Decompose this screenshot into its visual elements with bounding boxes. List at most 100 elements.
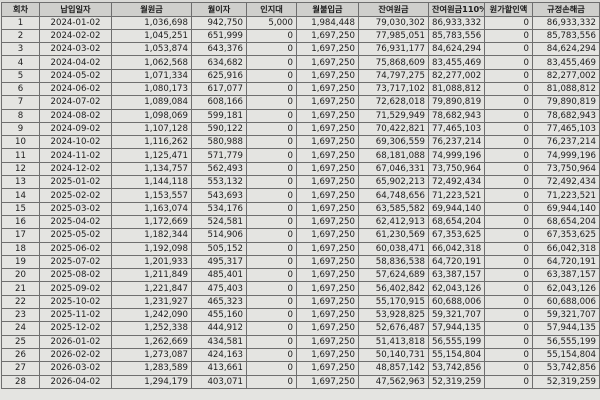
header-row: 회차 납입일자 월원금 월이자 인지대 월불입금 잔여원금 잔여원금110% 원가할인액 규정손해… <box>1 2 600 17</box>
table-cell: 2024-09-02 <box>39 121 112 137</box>
table-cell: 4 <box>1 55 40 70</box>
table-cell: 0 <box>484 175 533 190</box>
table-cell: 1,697,250 <box>296 68 359 83</box>
table-cell: 2025-06-02 <box>39 241 112 256</box>
table-cell: 1,153,557 <box>111 188 192 203</box>
table-cell: 74,999,196 <box>532 148 600 163</box>
table-cell: 62,043,126 <box>428 281 485 296</box>
table-cell: 52,319,259 <box>532 374 600 389</box>
table-row: 12 2024-12-02 1,134,757 562,493 0 1,697,250 67… <box>1 161 600 177</box>
table-row: 27 2026-03-02 1,283,589 413,661 0 1,697,250 48… <box>1 361 600 376</box>
table-cell: 0 <box>246 175 297 190</box>
table-cell: 0 <box>246 121 297 137</box>
table-cell: 1,697,250 <box>296 347 359 363</box>
table-cell: 0 <box>484 281 533 296</box>
table-cell: 1,294,179 <box>111 374 192 389</box>
table-cell: 0 <box>484 68 533 83</box>
table-cell: 25 <box>1 334 40 349</box>
table-cell: 0 <box>246 55 297 70</box>
table-cell: 0 <box>484 15 533 30</box>
table-body: 1 2024-01-02 1,036,698 942,750 5,000 1,984,44… <box>1 15 600 389</box>
table-cell: 27 <box>1 361 40 376</box>
table-row: 21 2025-09-02 1,221,847 475,403 0 1,697,250 56… <box>1 281 600 296</box>
table-cell: 0 <box>484 254 533 270</box>
table-cell: 69,944,140 <box>428 201 485 216</box>
table-cell: 2 <box>1 28 40 44</box>
table-cell: 1,080,173 <box>111 81 192 97</box>
table-cell: 0 <box>246 294 297 310</box>
table-cell: 62,412,913 <box>358 214 429 230</box>
table-cell: 56,555,199 <box>532 334 600 349</box>
table-cell: 57,944,135 <box>532 321 600 336</box>
column-header: 잔여원금110% <box>428 2 485 17</box>
table-cell: 74,999,196 <box>428 148 485 163</box>
table-cell: 1,697,250 <box>296 334 359 349</box>
table-row: 19 2025-07-02 1,201,933 495,317 0 1,697,250 58… <box>1 254 600 270</box>
table-cell: 1,192,098 <box>111 241 192 256</box>
table-cell: 514,906 <box>191 228 247 243</box>
table-cell: 60,038,471 <box>358 241 429 256</box>
column-header: 인지대 <box>246 2 297 17</box>
table-row: 15 2025-03-02 1,163,074 534,176 0 1,697,250 63… <box>1 201 600 216</box>
table-cell: 26 <box>1 347 40 363</box>
table-cell: 0 <box>484 308 533 323</box>
table-cell: 0 <box>246 241 297 256</box>
table-cell: 0 <box>246 254 297 270</box>
table-cell: 942,750 <box>191 15 247 30</box>
table-row: 25 2026-01-02 1,262,669 434,581 0 1,697,250 51… <box>1 334 600 349</box>
table-cell: 0 <box>246 135 297 150</box>
table-cell: 0 <box>484 201 533 216</box>
table-cell: 0 <box>246 68 297 83</box>
table-cell: 79,890,819 <box>428 95 485 110</box>
table-cell: 1,211,849 <box>111 268 192 283</box>
table-cell: 625,916 <box>191 68 247 83</box>
table-cell: 1,697,250 <box>296 254 359 270</box>
table-cell: 0 <box>246 108 297 123</box>
column-header: 월불입금 <box>296 2 359 17</box>
table-cell: 84,624,294 <box>532 42 600 57</box>
table-cell: 12 <box>1 161 40 177</box>
table-cell: 67,046,331 <box>358 161 429 177</box>
repayment-table: 회차 납입일자 월원금 월이자 인지대 월불입금 잔여원금 잔여원금110% 원가할인액 규정손해… <box>1 2 600 389</box>
table-cell: 1,697,250 <box>296 81 359 97</box>
table-cell: 57,624,689 <box>358 268 429 283</box>
table-cell: 81,088,812 <box>532 81 600 97</box>
table-row: 24 2025-12-02 1,252,338 444,912 0 1,697,250 52… <box>1 321 600 336</box>
table-cell: 69,306,559 <box>358 135 429 150</box>
table-cell: 64,720,191 <box>428 254 485 270</box>
table-cell: 15 <box>1 201 40 216</box>
table-cell: 651,999 <box>191 28 247 44</box>
table-cell: 76,931,177 <box>358 42 429 57</box>
table-cell: 1,697,250 <box>296 228 359 243</box>
table-cell: 73,750,964 <box>428 161 485 177</box>
table-cell: 0 <box>246 281 297 296</box>
table-row: 10 2024-10-02 1,116,262 580,988 0 1,697,250 69… <box>1 135 600 150</box>
table-cell: 1,984,448 <box>296 15 359 30</box>
table-cell: 77,465,103 <box>532 121 600 137</box>
table-cell: 1,697,250 <box>296 308 359 323</box>
table-row: 6 2024-06-02 1,080,173 617,077 0 1,697,250 73,… <box>1 81 600 97</box>
table-cell: 1,089,084 <box>111 95 192 110</box>
table-cell: 444,912 <box>191 321 247 336</box>
table-cell: 63,585,582 <box>358 201 429 216</box>
table-cell: 1,697,250 <box>296 161 359 177</box>
table-cell: 0 <box>484 214 533 230</box>
table-cell: 79,890,819 <box>532 95 600 110</box>
table-cell: 1 <box>1 15 40 30</box>
column-header: 원가할인액 <box>484 2 533 17</box>
table-cell: 72,492,434 <box>428 175 485 190</box>
table-cell: 475,403 <box>191 281 247 296</box>
table-row: 16 2025-04-02 1,172,669 524,581 0 1,697,250 62… <box>1 214 600 230</box>
table-cell: 2024-12-02 <box>39 161 112 177</box>
table-cell: 534,176 <box>191 201 247 216</box>
table-cell: 55,170,915 <box>358 294 429 310</box>
table-cell: 81,088,812 <box>428 81 485 97</box>
table-cell: 424,163 <box>191 347 247 363</box>
table-cell: 2024-02-02 <box>39 28 112 44</box>
table-cell: 543,693 <box>191 188 247 203</box>
table-cell: 2025-12-02 <box>39 321 112 336</box>
table-cell: 78,682,943 <box>532 108 600 123</box>
table-cell: 79,030,302 <box>358 15 429 30</box>
table-cell: 67,353,625 <box>532 228 600 243</box>
table-cell: 68,181,088 <box>358 148 429 163</box>
